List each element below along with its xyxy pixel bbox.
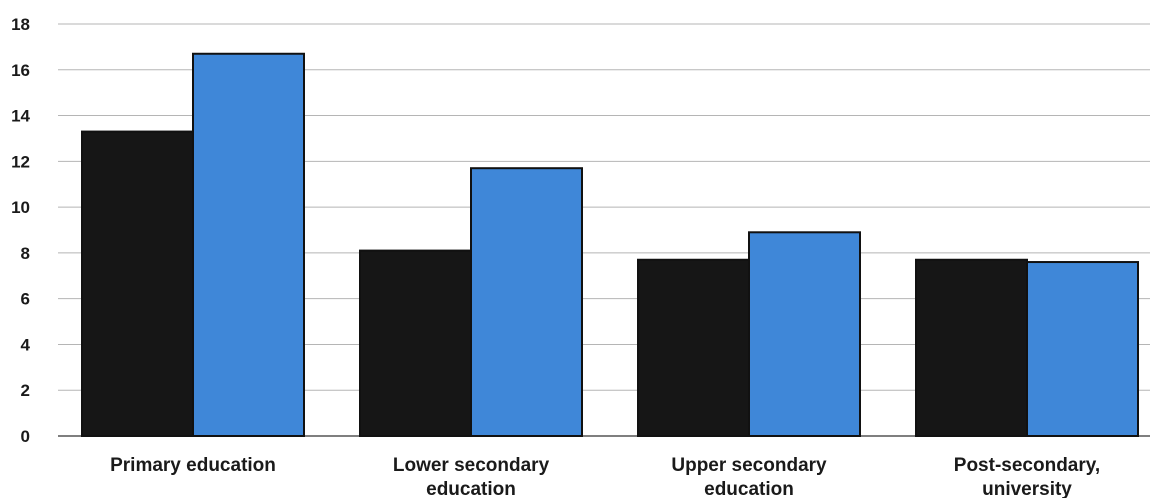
y-tick-label: 10 — [11, 198, 30, 217]
bar — [637, 258, 750, 437]
y-tick-label: 2 — [21, 381, 30, 400]
y-tick-label: 12 — [11, 152, 30, 171]
bars — [81, 52, 1139, 437]
y-tick-label: 6 — [21, 290, 30, 309]
y-tick-label: 4 — [21, 335, 31, 354]
y-tick-label: 18 — [11, 15, 30, 34]
y-tick-label: 8 — [21, 244, 30, 263]
x-category-label: Post-secondary, university — [954, 455, 1100, 498]
bar — [81, 130, 194, 437]
y-tick-label: 16 — [11, 61, 30, 80]
x-category-label: Primary education — [110, 455, 276, 476]
x-axis: Primary education Lower secondary educatio… — [110, 455, 1100, 498]
bar — [748, 231, 861, 437]
bar — [470, 167, 583, 437]
x-category-label: Lower secondary education — [393, 455, 550, 498]
y-tick-label: 0 — [21, 427, 30, 446]
y-axis: 0 2 4 6 8 10 12 14 16 18 — [11, 15, 30, 446]
bar — [192, 52, 305, 437]
bar — [915, 258, 1028, 437]
bar — [359, 249, 472, 437]
bar — [1026, 261, 1139, 437]
y-tick-label: 14 — [11, 107, 30, 126]
x-category-label: Upper secondary education — [671, 455, 827, 498]
